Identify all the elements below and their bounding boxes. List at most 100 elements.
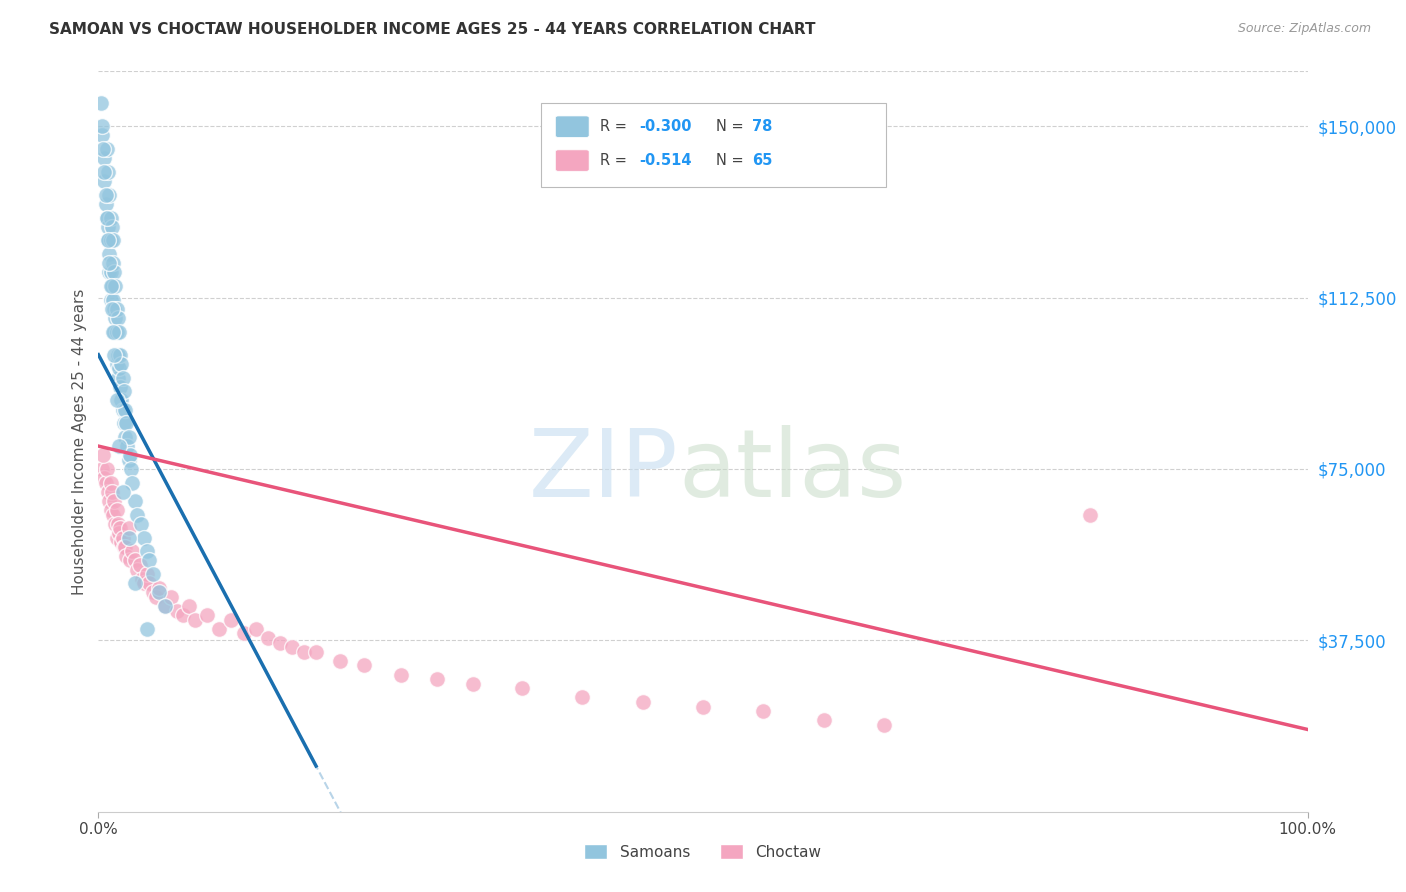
Point — [94, 187, 117, 202]
Point — [111, 484, 134, 499]
Point — [256, 631, 278, 645]
Point — [510, 681, 533, 696]
Point — [90, 96, 112, 111]
Point — [97, 165, 120, 179]
Point — [91, 462, 114, 476]
Point — [101, 293, 124, 307]
Text: atlas: atlas — [679, 425, 907, 517]
Point — [96, 211, 118, 225]
Point — [96, 142, 118, 156]
Point — [103, 301, 125, 316]
Point — [100, 503, 122, 517]
Y-axis label: Householder Income Ages 25 - 44 years: Householder Income Ages 25 - 44 years — [72, 288, 87, 595]
Point — [104, 311, 127, 326]
Point — [114, 430, 136, 444]
Point — [96, 211, 118, 225]
Point — [245, 622, 267, 636]
Point — [110, 357, 132, 371]
Point — [118, 452, 141, 467]
Point — [389, 667, 412, 681]
Point — [97, 484, 120, 499]
Point — [108, 325, 131, 339]
Text: -0.300: -0.300 — [640, 120, 692, 134]
Point — [148, 581, 170, 595]
Text: SAMOAN VS CHOCTAW HOUSEHOLDER INCOME AGES 25 - 44 YEARS CORRELATION CHART: SAMOAN VS CHOCTAW HOUSEHOLDER INCOME AGE… — [49, 22, 815, 37]
Point — [103, 494, 125, 508]
Point — [108, 525, 131, 540]
Point — [98, 187, 121, 202]
Point — [91, 448, 114, 462]
Point — [118, 531, 141, 545]
Point — [138, 553, 160, 567]
Point — [100, 279, 122, 293]
Point — [118, 448, 141, 462]
Point — [93, 165, 115, 179]
Point — [112, 417, 135, 431]
Text: -0.514: -0.514 — [640, 153, 692, 168]
Point — [107, 348, 129, 362]
Point — [118, 521, 141, 535]
Point — [148, 585, 170, 599]
Point — [124, 576, 146, 591]
Point — [127, 508, 149, 522]
Point — [121, 475, 143, 490]
Point — [426, 672, 449, 686]
Point — [100, 484, 122, 499]
Point — [172, 608, 194, 623]
Point — [114, 402, 136, 417]
Point — [353, 658, 375, 673]
Point — [269, 635, 291, 649]
Point — [631, 695, 654, 709]
Point — [128, 558, 150, 572]
Point — [135, 622, 157, 636]
Point — [105, 357, 128, 371]
Point — [105, 503, 128, 517]
Point — [166, 604, 188, 618]
Point — [105, 531, 128, 545]
Point — [91, 128, 114, 143]
Point — [108, 521, 131, 535]
Point — [115, 417, 138, 431]
Text: ZIP: ZIP — [529, 425, 679, 517]
Point — [94, 197, 117, 211]
Point — [111, 531, 134, 545]
Text: R =: R = — [600, 120, 631, 134]
Point — [124, 494, 146, 508]
Point — [100, 301, 122, 316]
Point — [107, 370, 129, 384]
Point — [111, 370, 134, 384]
Point — [105, 301, 128, 316]
Point — [97, 234, 120, 248]
Point — [100, 234, 122, 248]
Point — [107, 516, 129, 531]
Point — [221, 613, 243, 627]
Point — [100, 475, 122, 490]
Point — [104, 279, 127, 293]
Point — [112, 540, 135, 554]
Point — [96, 462, 118, 476]
Point — [135, 567, 157, 582]
Point — [98, 494, 121, 508]
Point — [108, 439, 131, 453]
Point — [463, 677, 485, 691]
Point — [93, 471, 115, 485]
Point — [91, 119, 114, 133]
Point — [105, 393, 128, 408]
Point — [195, 608, 218, 623]
Point — [153, 599, 176, 613]
Point — [101, 325, 124, 339]
Point — [184, 613, 207, 627]
Point — [179, 599, 201, 613]
Point — [108, 348, 131, 362]
Point — [94, 475, 117, 490]
Point — [104, 516, 127, 531]
Point — [571, 690, 593, 705]
Text: 65: 65 — [752, 153, 772, 168]
Point — [127, 562, 149, 576]
Point — [160, 590, 183, 604]
Point — [100, 279, 122, 293]
Point — [100, 293, 122, 307]
Text: N =: N = — [716, 153, 748, 168]
Point — [110, 535, 132, 549]
Point — [98, 247, 121, 261]
